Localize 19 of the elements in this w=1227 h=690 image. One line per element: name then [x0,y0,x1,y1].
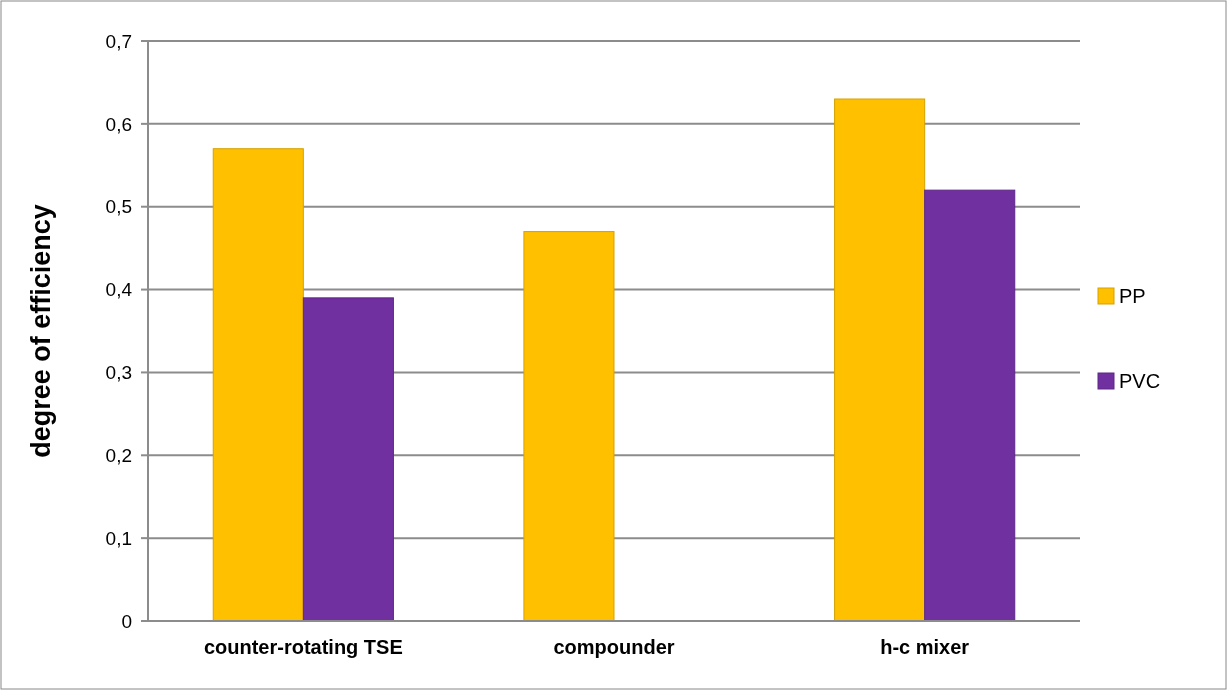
y-tick-label: 0,4 [105,279,133,301]
y-tick-label: 0,3 [105,362,132,384]
legend-label: PVC [1119,370,1161,392]
y-tick-label: 0 [121,610,132,632]
y-axis-title: degree of efficiency [26,204,56,458]
y-tick-label: 0,1 [105,527,132,549]
bar [212,148,304,622]
legend-label: PP [1119,285,1146,307]
x-tick-label: counter-rotating TSE [203,636,403,658]
y-tick-label: 0,5 [105,196,132,218]
bar [302,297,394,622]
bar [523,231,615,622]
y-tick-label: 0,7 [105,30,132,52]
x-tick-label: h-c mixer [880,636,970,658]
bar [834,98,926,622]
y-tick-label: 0,2 [105,444,132,466]
bar [924,189,1016,622]
y-tick-label: 0,6 [105,113,132,135]
x-tick-label: compounder [553,636,675,658]
